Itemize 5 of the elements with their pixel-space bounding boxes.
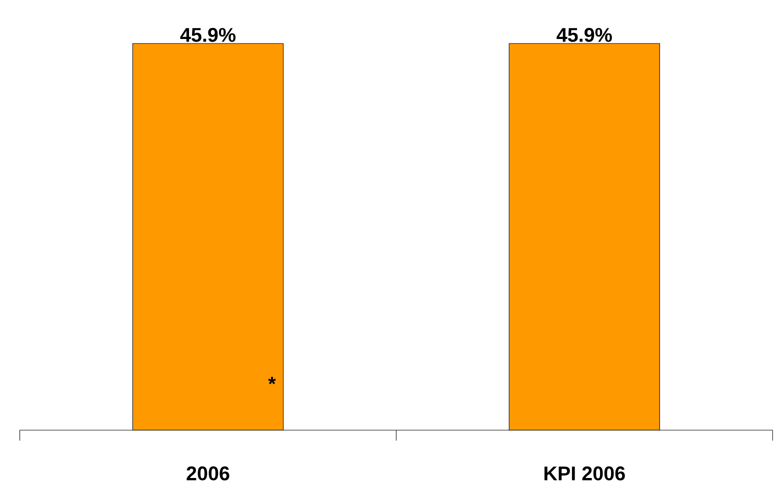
x-tick-label: KPI 2006 [544,466,625,480]
data-label: 45.9% [180,28,236,42]
x-tick-label: 2006 [186,466,230,480]
data-label: 45.9% [556,28,612,42]
annotation: * [268,376,276,384]
